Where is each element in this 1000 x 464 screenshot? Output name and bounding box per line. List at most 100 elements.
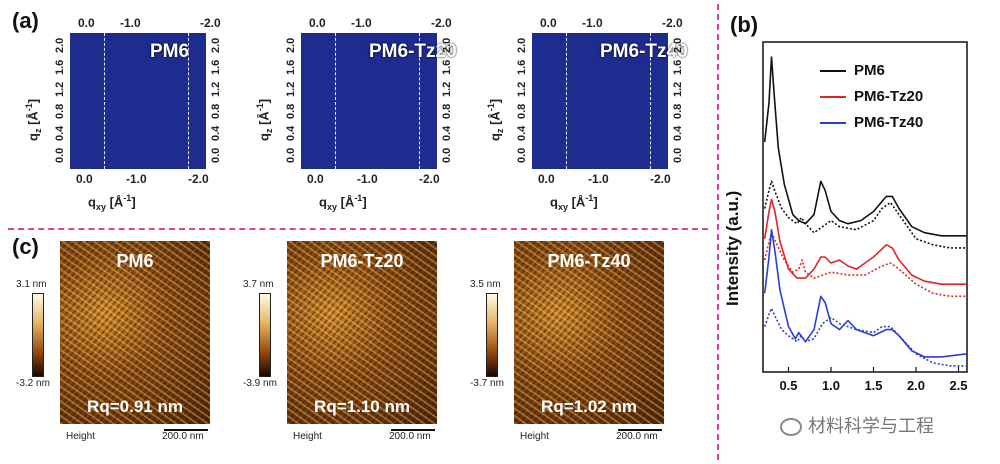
scale-bar <box>618 429 662 431</box>
bottom-tick-label: 0.0 <box>538 172 555 186</box>
left-tick-label: 0.4 <box>285 125 297 141</box>
right-tick-label: 1.2 <box>672 81 684 97</box>
right-tick-label: 2.0 <box>210 37 222 53</box>
series-line <box>763 180 967 249</box>
series-line <box>763 198 967 285</box>
giwaxs-image <box>301 33 437 169</box>
series-line <box>763 231 967 298</box>
vertical-divider <box>717 4 719 460</box>
horizontal-divider <box>8 228 708 230</box>
right-tick-label: 0.8 <box>441 103 453 119</box>
colorbar-max-label: 3.5 nm <box>470 279 501 290</box>
left-tick-label: 0.0 <box>54 147 66 163</box>
colorbar-max-label: 3.7 nm <box>243 279 274 290</box>
bottom-tick-label: -2.0 <box>650 172 671 186</box>
bottom-tick-label: -1.0 <box>357 172 378 186</box>
legend-label-pm6: PM6 <box>854 62 885 79</box>
scale-bar-label: 200.0 nm <box>162 431 204 442</box>
right-tick-label: 2.0 <box>672 37 684 53</box>
panel-label-b: (b) <box>730 12 759 37</box>
colorbar-min-label: -3.7 nm <box>470 378 504 389</box>
bottom-tick-label: -1.0 <box>126 172 147 186</box>
x-axis-label: qxy [Å-1] <box>88 193 136 212</box>
right-tick-label: 1.2 <box>210 81 222 97</box>
left-tick-label: 1.6 <box>516 59 528 75</box>
scale-bar-label: 200.0 nm <box>389 431 431 442</box>
height-label: Height <box>293 431 322 442</box>
right-tick-label: 1.2 <box>441 81 453 97</box>
afm-height-image <box>287 241 437 424</box>
chart-y-axis-title: Intensity (a.u.) <box>723 190 742 306</box>
bottom-tick-label: -2.0 <box>419 172 440 186</box>
series-line <box>763 228 968 358</box>
legend-swatch-pm6 <box>820 70 846 72</box>
top-tick-label: 0.0 <box>78 16 95 30</box>
afm-colorbar <box>259 293 271 377</box>
right-tick-label: 0.4 <box>441 125 453 141</box>
afm-colorbar <box>32 293 44 377</box>
right-tick-label: 0.8 <box>210 103 222 119</box>
afm-sample-name: PM6 <box>116 251 154 271</box>
wechat-icon <box>780 418 802 437</box>
legend-swatch-pm6-tz40 <box>820 122 846 124</box>
giwaxs-image <box>70 33 206 169</box>
left-tick-label: 0.0 <box>516 147 528 163</box>
right-tick-label: 1.6 <box>672 59 684 75</box>
top-tick-label: 0.0 <box>540 16 557 30</box>
scale-bar-label: 200.0 nm <box>616 431 658 442</box>
x-tick-label: 2.5 <box>949 378 967 393</box>
x-axis-label: qxy [Å-1] <box>550 193 598 212</box>
afm-sample-name: PM6-Tz40 <box>547 251 631 271</box>
series-line <box>763 307 967 367</box>
right-tick-label: 0.4 <box>672 125 684 141</box>
right-tick-label: 0.0 <box>441 147 453 163</box>
x-tick-label: 2.0 <box>907 378 925 393</box>
right-tick-label: 0.0 <box>672 147 684 163</box>
top-tick-label: 0.0 <box>309 16 326 30</box>
left-tick-label: 1.2 <box>54 81 66 97</box>
legend-label-pm6-tz20: PM6-Tz20 <box>854 88 924 105</box>
height-label: Height <box>66 431 95 442</box>
bottom-tick-label: -1.0 <box>588 172 609 186</box>
bottom-tick-label: 0.0 <box>307 172 324 186</box>
x-tick-label: 1.5 <box>864 378 882 393</box>
afm-height-image <box>514 241 664 424</box>
chart-svg: 0.5 1.0 1.5 2.0 2.5 <box>762 41 968 393</box>
colorbar-min-label: -3.2 nm <box>16 378 50 389</box>
scale-bar <box>164 429 208 431</box>
giwaxs-image <box>532 33 668 169</box>
top-tick-label: -2.0 <box>200 16 221 30</box>
left-tick-label: 1.6 <box>54 59 66 75</box>
scale-bar <box>391 429 435 431</box>
colorbar-min-label: -3.9 nm <box>243 378 277 389</box>
left-tick-label: 0.8 <box>54 103 66 119</box>
left-tick-label: 0.0 <box>285 147 297 163</box>
x-axis-label: qxy [Å-1] <box>319 193 367 212</box>
top-tick-label: -2.0 <box>431 16 452 30</box>
giwaxs-sample-name: PM6 <box>150 41 190 62</box>
top-tick-label: -2.0 <box>662 16 683 30</box>
y-axis-label: qz [Å-1] <box>24 98 43 141</box>
right-tick-label: 0.8 <box>672 103 684 119</box>
left-tick-label: 0.4 <box>54 125 66 141</box>
plot-frame <box>762 41 968 373</box>
bottom-tick-label: 0.0 <box>76 172 93 186</box>
left-tick-label: 0.8 <box>516 103 528 119</box>
watermark-text: 材料科学与工程 <box>808 416 934 436</box>
series-line <box>763 56 967 237</box>
top-tick-label: -1.0 <box>120 16 141 30</box>
giwaxs-sample-name: PM6-Tz40 <box>600 41 688 62</box>
right-tick-label: 0.0 <box>210 147 222 163</box>
legend-swatch-pm6-tz20 <box>820 96 846 98</box>
x-tick-label: 1.0 <box>822 378 840 393</box>
top-tick-label: -1.0 <box>582 16 603 30</box>
afm-rq-value: Rq=1.10 nm <box>314 397 410 416</box>
left-tick-label: 2.0 <box>516 37 528 53</box>
bottom-tick-label: -2.0 <box>188 172 209 186</box>
colorbar-max-label: 3.1 nm <box>16 279 47 290</box>
afm-sample-name: PM6-Tz20 <box>320 251 404 271</box>
afm-colorbar <box>486 293 498 377</box>
height-label: Height <box>520 431 549 442</box>
right-tick-label: 2.0 <box>441 37 453 53</box>
left-tick-label: 0.4 <box>516 125 528 141</box>
